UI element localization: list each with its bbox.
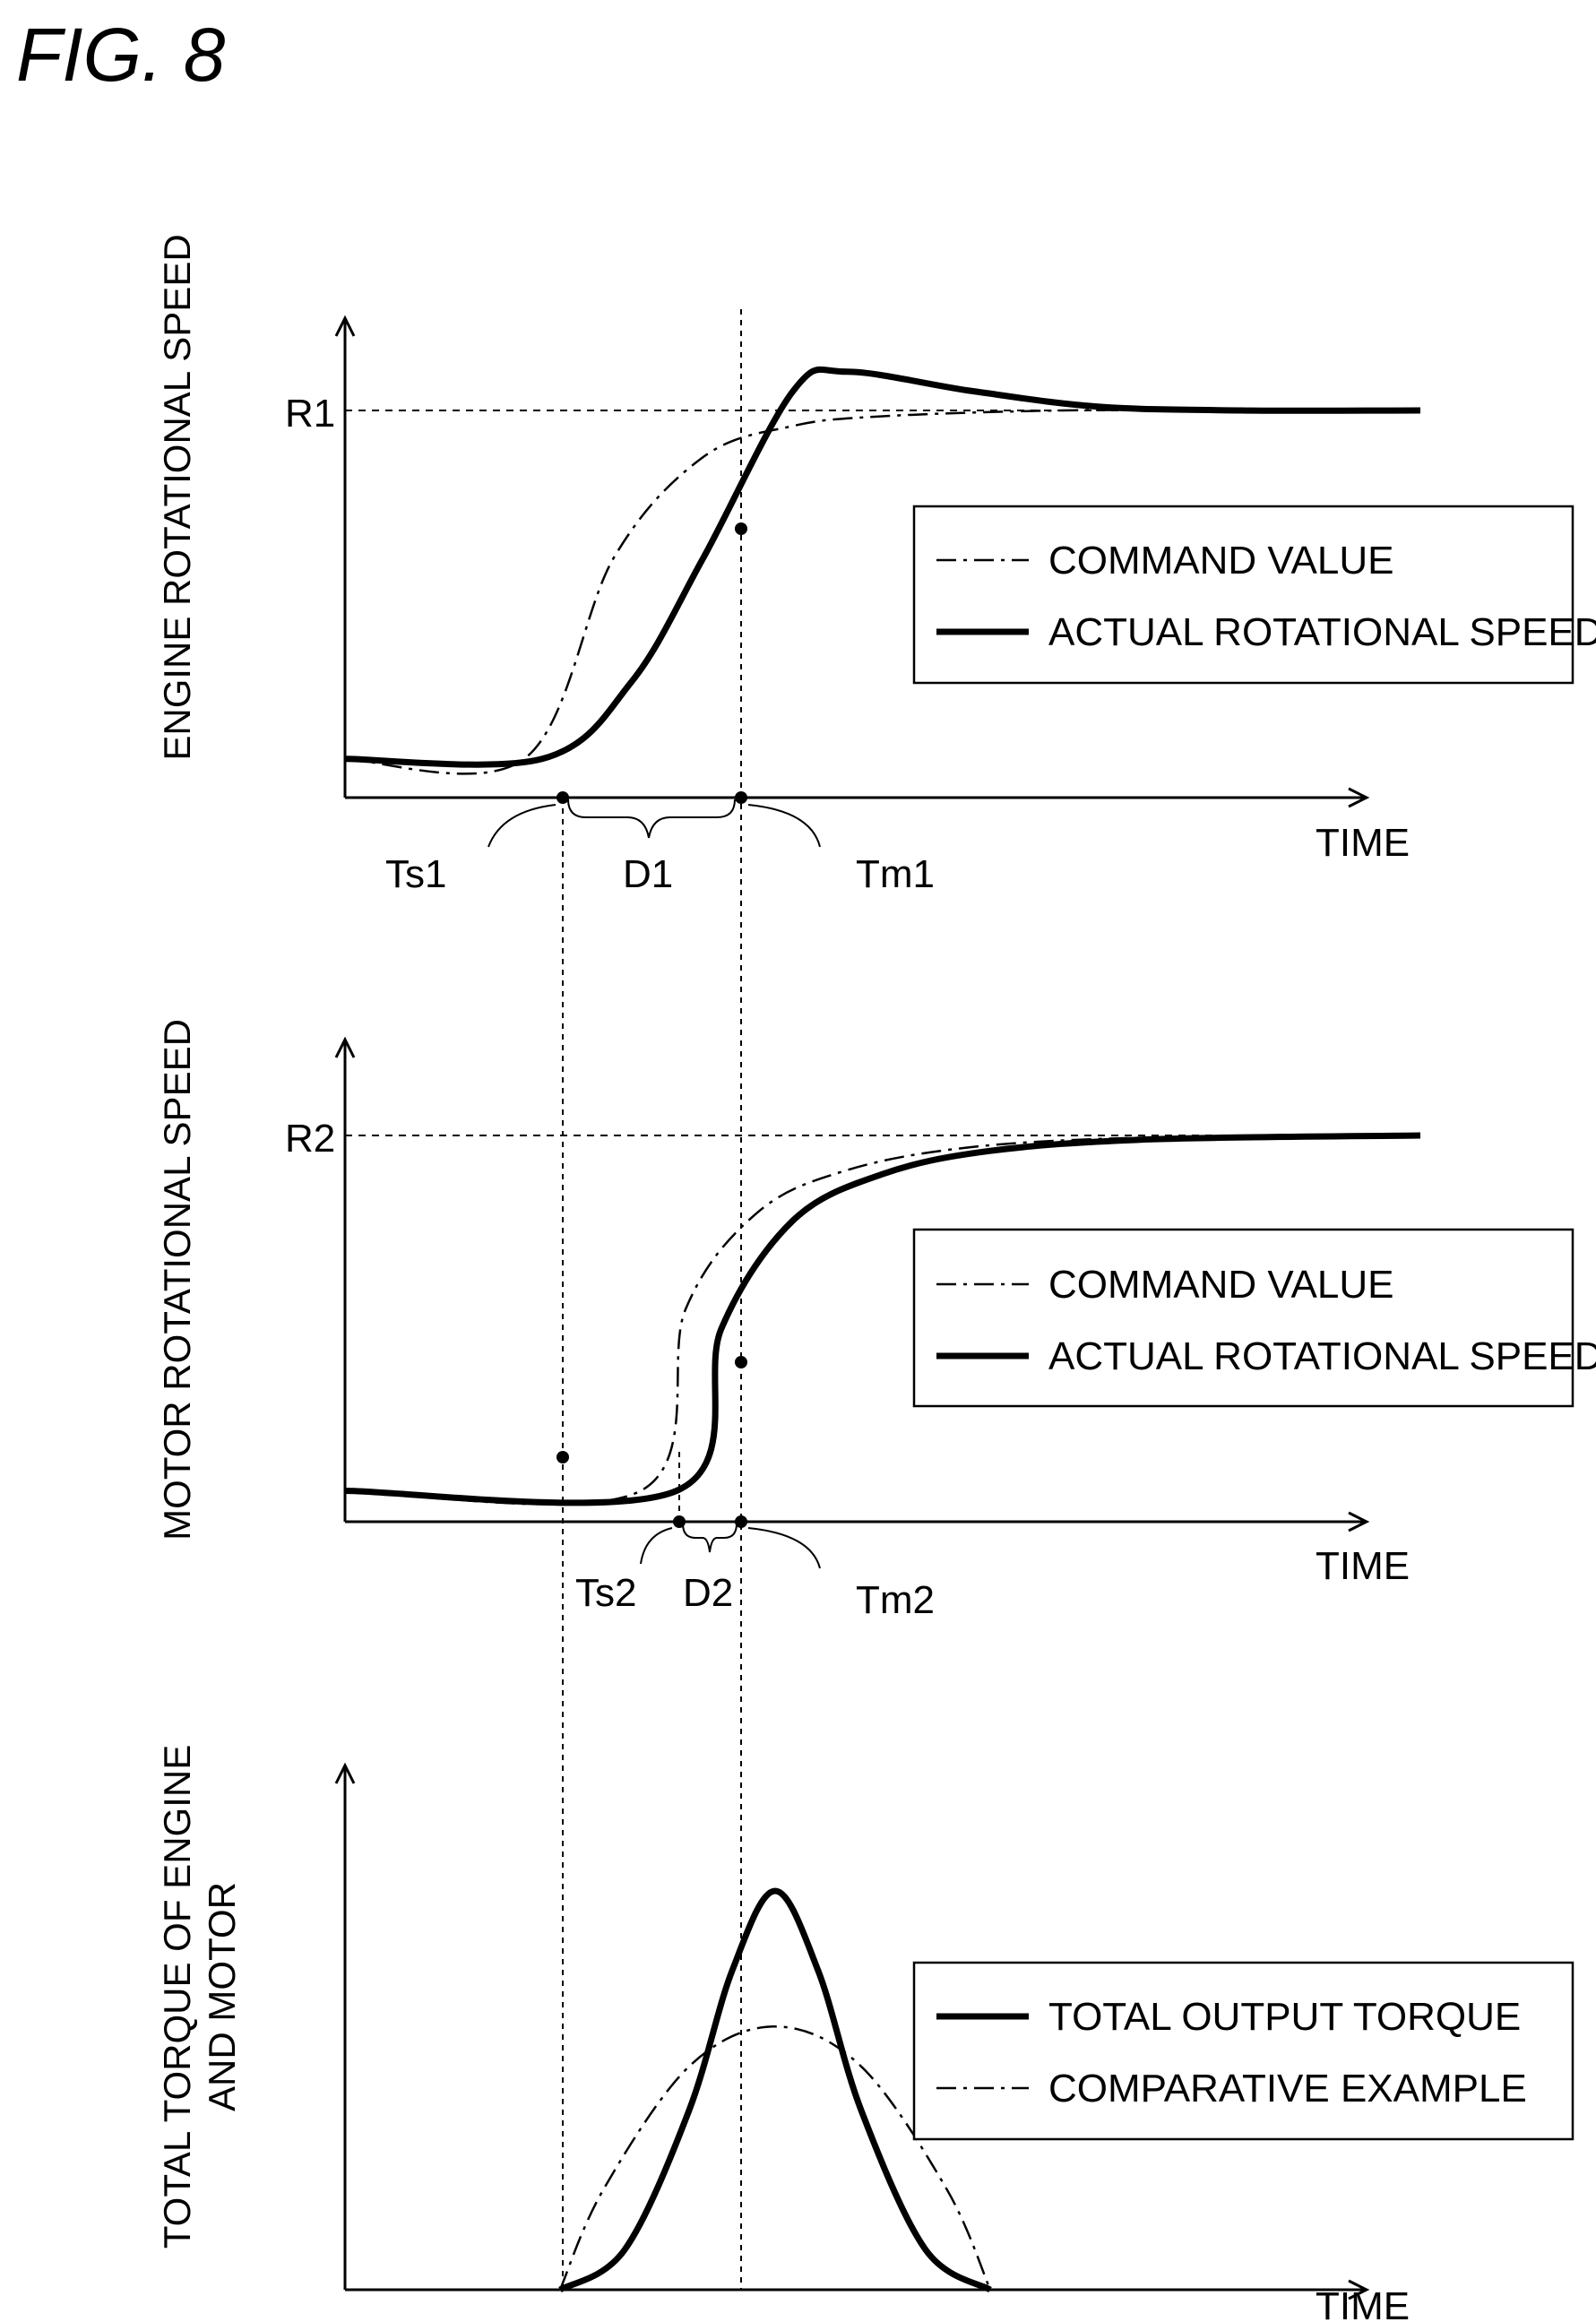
panel3-xlabel: TIME: [1316, 2284, 1410, 2322]
panel3-x-arrow: [1348, 2279, 1370, 2300]
panel1-xlabel: TIME: [1316, 821, 1410, 865]
panel2-d2-brace: [682, 1523, 738, 1553]
panel1-d1-label: D1: [623, 852, 673, 896]
panel2-ts2-leader: [640, 1527, 673, 1565]
panel1-ts1-point: [556, 791, 569, 804]
panel2-ylabel: MOTOR ROTATIONAL SPEED: [156, 1019, 198, 1541]
panel1-ts1-leader: [487, 804, 556, 848]
panel2-baseline-point: [556, 1451, 569, 1463]
panel3-legend: [912, 1961, 1574, 2141]
panel2-xlabel: TIME: [1316, 1544, 1410, 1588]
panel3-legend-total: TOTAL OUTPUT TORQUE: [1048, 1995, 1521, 2039]
panel2-legend: [912, 1228, 1574, 1408]
panel2-tm2-point: [735, 1515, 747, 1528]
panel2-d2-label: D2: [683, 1571, 733, 1615]
panel2-legend-actual: ACTUAL ROTATIONAL SPEED: [1048, 1334, 1596, 1378]
panel2-x-arrow: [1348, 1511, 1370, 1532]
panel2-legend-command: COMMAND VALUE: [1048, 1263, 1393, 1307]
panel3-comparative-example-line: [558, 2025, 992, 2291]
panel3-legend-comparative: COMPARATIVE EXAMPLE: [1048, 2067, 1527, 2111]
panel1-x-arrow: [1348, 787, 1370, 808]
panel1-legend-actual: ACTUAL ROTATIONAL SPEED: [1048, 610, 1596, 654]
panel2-ts2-label: Ts2: [575, 1571, 636, 1615]
panel2-tm2-leader: [747, 1527, 821, 1569]
panel1-crossing-point: [735, 522, 747, 535]
panel3-y-arrow: [334, 1762, 356, 1784]
panel1-y-tick: R1: [285, 392, 335, 436]
panel1-legend: [912, 505, 1574, 685]
panel3-ylabel-line2: AND MOTOR: [201, 1882, 243, 2111]
panel1-tm1-label: Tm1: [856, 852, 935, 896]
engine-speed-panel: ENGINE ROTATIONAL SPEED R1 TIME Ts1 D1 T…: [156, 234, 1596, 896]
panel2-actual-speed-line: [344, 1132, 1421, 1506]
panel3-ylabel-line1: TOTAL TORQUE OF ENGINE: [156, 1745, 198, 2249]
panel1-tm1-point: [735, 791, 747, 804]
motor-speed-panel: MOTOR ROTATIONAL SPEED R2 TIME Ts2 D2 Tm…: [156, 1019, 1596, 1622]
panel2-y-tick: R2: [285, 1117, 335, 1161]
panel3-total-output-torque-line: [558, 1887, 992, 2293]
panel1-tm1-leader: [747, 804, 821, 848]
panel1-actual-speed-line: [344, 366, 1421, 768]
panel2-tm2-label: Tm2: [856, 1578, 935, 1622]
panel1-y-arrow: [334, 315, 356, 337]
total-torque-panel: TOTAL TORQUE OF ENGINE AND MOTOR TIME TO…: [156, 1745, 1574, 2322]
panel1-ylabel: ENGINE ROTATIONAL SPEED: [156, 234, 198, 760]
panel1-legend-command: COMMAND VALUE: [1048, 539, 1393, 583]
panel2-crossing-point: [735, 1356, 747, 1368]
panel1-d1-brace: [567, 798, 736, 839]
panel2-y-arrow: [334, 1036, 356, 1058]
figure-title: FIG. 8: [16, 13, 226, 97]
panel1-ts1-label: Ts1: [385, 852, 446, 896]
